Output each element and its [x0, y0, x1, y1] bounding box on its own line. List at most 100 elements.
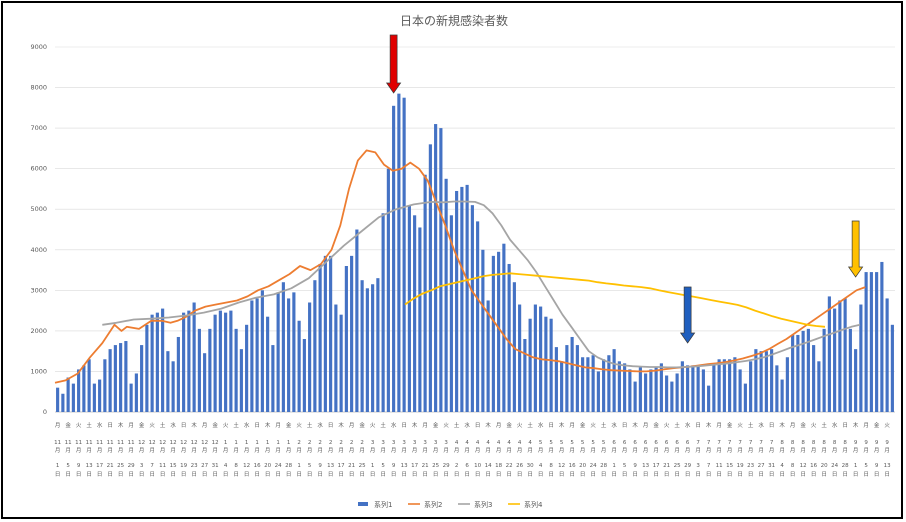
x-month-label: 5	[549, 440, 553, 446]
bar	[460, 186, 464, 412]
x-month-suffix: 月	[370, 447, 376, 454]
x-month-label: 5	[591, 440, 595, 446]
x-weekday-label: 水	[170, 421, 176, 429]
x-day-label: 28	[600, 463, 607, 469]
x-day-label: 11	[716, 463, 723, 469]
x-day-suffix: 日	[832, 471, 838, 478]
x-day-suffix: 日	[97, 471, 103, 478]
x-weekday-label: 火	[884, 423, 890, 429]
bar	[859, 304, 863, 412]
x-month-label: 5	[560, 440, 564, 446]
x-day-suffix: 日	[559, 471, 565, 478]
x-day-label: 21	[348, 463, 355, 469]
x-month-suffix: 月	[76, 447, 82, 454]
bar	[827, 296, 831, 412]
gridlines	[55, 46, 895, 413]
x-day-label: 9	[392, 463, 396, 469]
x-day-label: 29	[684, 463, 691, 469]
x-day-label: 14	[485, 463, 492, 469]
x-month-suffix: 月	[212, 447, 218, 454]
x-month-label: 6	[686, 440, 690, 446]
x-day-suffix: 日	[254, 471, 260, 478]
bar	[140, 345, 144, 412]
bar	[665, 375, 669, 412]
x-month-label: 12	[201, 440, 208, 446]
x-day-label: 24	[275, 463, 282, 469]
x-weekday-label: 土	[527, 421, 533, 429]
x-month-suffix: 月	[748, 447, 754, 454]
bar	[612, 349, 616, 412]
bar	[344, 266, 348, 412]
x-axis: 月11月1日金11月5日火11月9日土11月13日水11月17日日11月21日木…	[54, 421, 891, 478]
bar	[402, 97, 406, 412]
x-month-label: 6	[612, 440, 616, 446]
x-month-label: 5	[539, 440, 543, 446]
x-day-suffix: 日	[653, 471, 659, 478]
series-line-系列2	[54, 149, 866, 384]
x-weekday-label: 金	[580, 421, 586, 429]
x-day-label: 21	[663, 463, 670, 469]
x-month-label: 2	[308, 440, 312, 446]
x-day-suffix: 日	[464, 471, 470, 478]
x-month-label: 2	[318, 440, 322, 446]
x-month-suffix: 月	[695, 447, 701, 454]
x-day-label: 31	[212, 463, 219, 469]
x-day-label: 16	[254, 463, 261, 469]
x-month-label: 3	[371, 440, 375, 446]
x-month-label: 3	[381, 440, 385, 446]
x-month-label: 3	[434, 440, 438, 446]
x-day-label: 5	[308, 463, 312, 469]
x-day-label: 15	[726, 463, 733, 469]
x-day-label: 1	[297, 463, 301, 469]
x-weekday-label: 火	[590, 423, 596, 429]
bar	[623, 363, 627, 412]
x-day-suffix: 日	[191, 471, 197, 478]
x-day-suffix: 日	[286, 471, 292, 478]
x-month-label: 4	[518, 440, 522, 446]
bar	[339, 314, 343, 412]
bar	[754, 349, 758, 412]
bar	[743, 383, 747, 412]
bar	[470, 205, 474, 412]
x-month-suffix: 月	[643, 447, 649, 454]
bar	[192, 302, 196, 412]
y-tick-label: 6000	[30, 165, 47, 173]
x-month-label: 4	[465, 440, 469, 446]
x-weekday-label: 月	[496, 422, 502, 429]
x-weekday-label: 月	[202, 422, 208, 429]
x-month-label: 7	[728, 440, 732, 446]
x-month-label: 8	[780, 440, 784, 446]
x-weekday-label: 土	[454, 421, 460, 429]
x-month-label: 8	[801, 440, 805, 446]
bar	[780, 379, 784, 412]
bar	[87, 359, 91, 412]
x-weekday-label: 水	[758, 421, 764, 429]
x-month-suffix: 月	[454, 447, 460, 454]
x-month-label: 11	[107, 440, 114, 446]
bar	[318, 263, 322, 412]
bar	[119, 343, 123, 412]
x-day-suffix: 日	[485, 471, 491, 478]
x-month-suffix: 月	[401, 447, 407, 454]
x-day-label: 17	[653, 463, 660, 469]
legend-label: 系列4	[524, 500, 543, 509]
bar	[554, 347, 558, 412]
x-month-label: 7	[770, 440, 774, 446]
x-day-label: 18	[495, 463, 502, 469]
x-day-label: 25	[359, 463, 366, 469]
x-weekday-label: 金	[800, 421, 806, 429]
bar	[502, 243, 506, 412]
bar	[806, 328, 810, 412]
annotation-arrow	[679, 286, 696, 344]
x-day-label: 16	[569, 463, 576, 469]
legend-label: 系列1	[374, 500, 392, 509]
bar	[812, 345, 816, 412]
x-day-suffix: 日	[401, 471, 407, 478]
x-weekday-label: 水	[832, 421, 838, 429]
y-tick-label: 5000	[30, 205, 47, 213]
bar	[213, 314, 217, 412]
x-day-suffix: 日	[65, 471, 71, 478]
bar	[308, 302, 312, 412]
bar	[124, 341, 128, 412]
x-day-label: 24	[831, 463, 838, 469]
